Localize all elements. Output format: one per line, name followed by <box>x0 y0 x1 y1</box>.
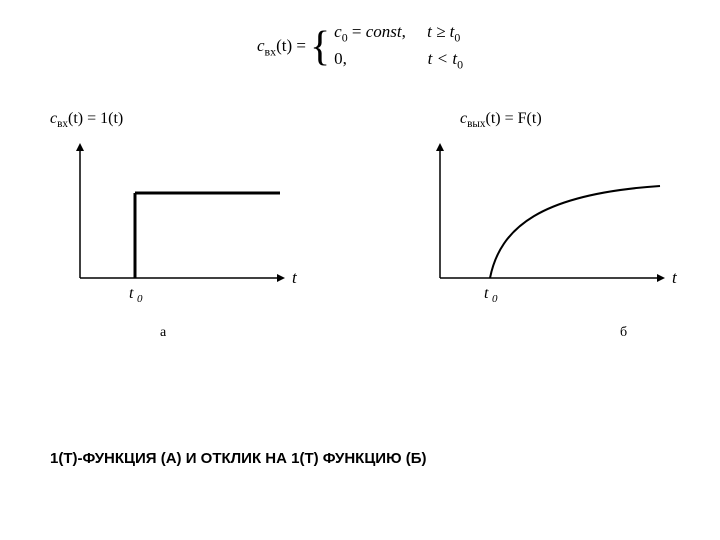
equation-cases: c0 = const, t ≥ t0 0, t < t0 <box>334 22 463 73</box>
figure-caption: 1(T)-ФУНКЦИЯ (А) И ОТКЛИК НА 1(T) ФУНКЦИ… <box>50 450 426 467</box>
svg-text:0: 0 <box>137 293 143 305</box>
case-1: c0 = const, t ≥ t0 <box>334 22 463 45</box>
equation-lhs: cвх(t) = <box>257 36 306 59</box>
svg-text:t: t <box>292 268 298 287</box>
svg-text:t: t <box>672 268 678 287</box>
svg-text:0: 0 <box>492 293 498 305</box>
brace-icon: { <box>310 26 330 68</box>
right-chart-title: cвых(t) = F(t) <box>460 110 690 130</box>
svg-text:t: t <box>129 285 134 302</box>
left-chart-svg: tt0 <box>50 138 310 328</box>
case-2: 0, t < t0 <box>334 49 463 72</box>
right-chart-svg: tt0 <box>410 138 690 328</box>
left-chart-title: cвх(t) = 1(t) <box>50 110 310 130</box>
piecewise-equation: cвх(t) = { c0 = const, t ≥ t0 0, t < t0 <box>257 22 463 73</box>
response-function-chart: cвых(t) = F(t) tt0 б <box>410 110 690 333</box>
step-function-chart: cвх(t) = 1(t) tt0 а <box>50 110 310 333</box>
svg-text:t: t <box>484 285 489 302</box>
right-sublabel: б <box>620 325 627 341</box>
left-sublabel: а <box>160 325 166 341</box>
